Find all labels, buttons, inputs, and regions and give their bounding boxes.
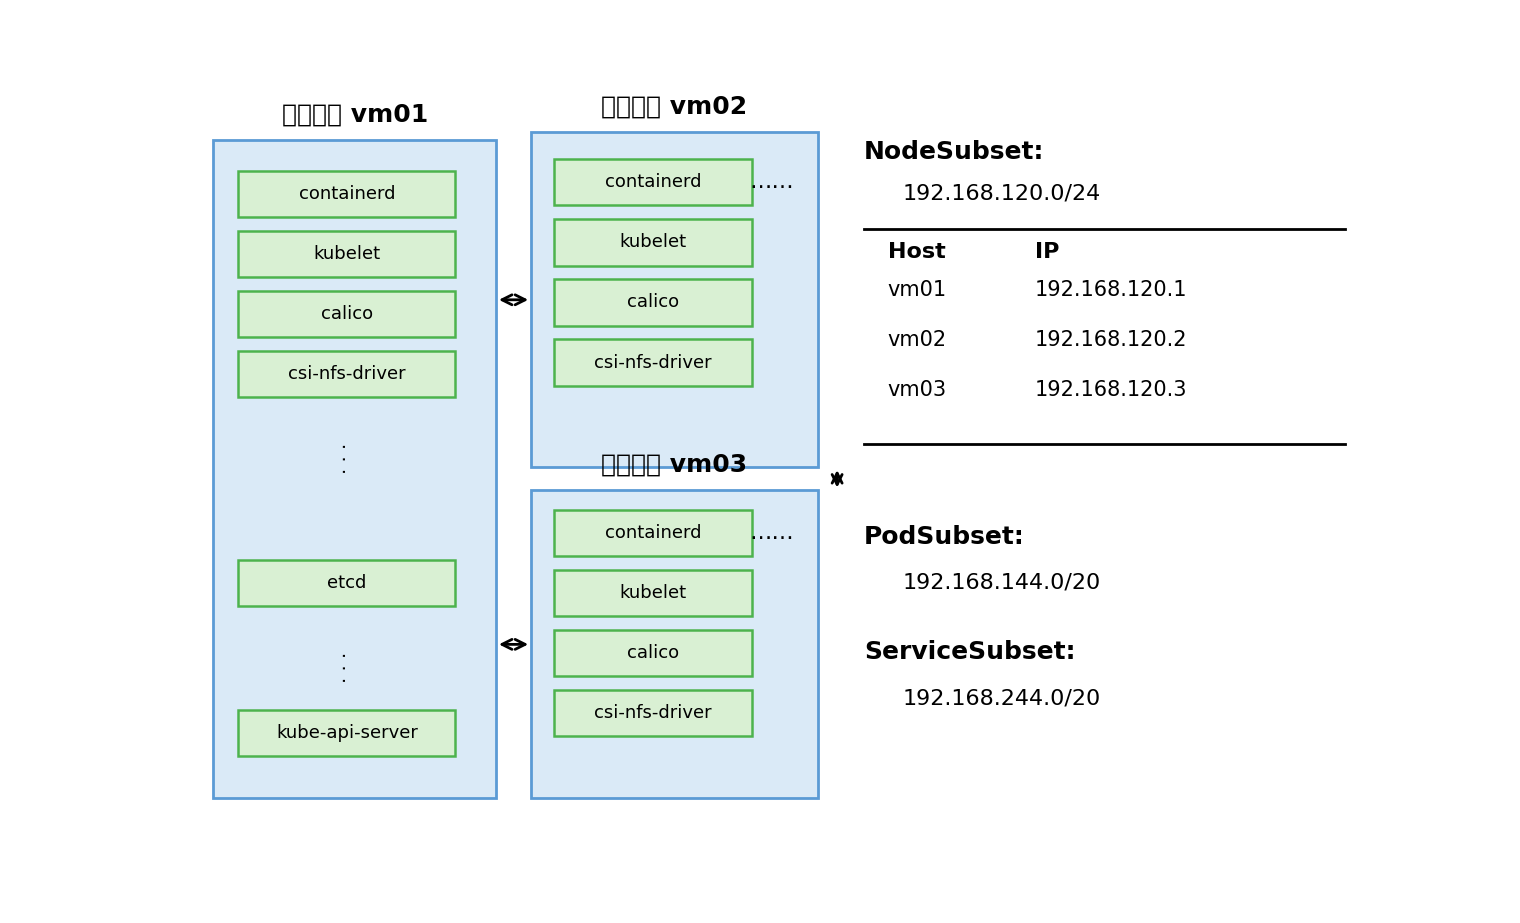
Text: 192.168.244.0/20: 192.168.244.0/20 — [903, 689, 1102, 708]
Text: 192.168.120.3: 192.168.120.3 — [1035, 380, 1187, 401]
Text: ……: …… — [749, 522, 793, 543]
Text: 工作节点 vm03: 工作节点 vm03 — [602, 452, 748, 476]
Text: 控制节点 vm01: 控制节点 vm01 — [281, 102, 427, 126]
Text: 192.168.144.0/20: 192.168.144.0/20 — [903, 573, 1102, 593]
Text: calico: calico — [626, 294, 679, 311]
Bar — [555, 629, 752, 676]
Text: containerd: containerd — [605, 523, 701, 542]
Text: csi-nfs-driver: csi-nfs-driver — [594, 704, 711, 722]
Bar — [555, 220, 752, 266]
Text: · · ·: · · · — [337, 443, 356, 474]
Bar — [530, 132, 818, 467]
Bar — [555, 689, 752, 736]
Bar — [239, 291, 456, 337]
Text: vm01: vm01 — [888, 281, 947, 300]
Text: vm03: vm03 — [888, 380, 947, 401]
Text: ServiceSubset:: ServiceSubset: — [865, 640, 1076, 664]
Text: kubelet: kubelet — [620, 583, 687, 602]
Text: containerd: containerd — [299, 185, 395, 203]
Bar — [239, 559, 456, 605]
Text: PodSubset:: PodSubset: — [865, 524, 1024, 548]
Bar — [555, 509, 752, 556]
Bar — [239, 710, 456, 756]
Text: vm02: vm02 — [888, 330, 947, 350]
Bar — [239, 231, 456, 277]
Text: kubelet: kubelet — [313, 245, 380, 263]
Text: calico: calico — [321, 305, 372, 323]
Bar — [555, 160, 752, 206]
Text: 192.168.120.0/24: 192.168.120.0/24 — [903, 184, 1102, 204]
Text: etcd: etcd — [327, 574, 366, 592]
Bar — [555, 340, 752, 386]
Text: 192.168.120.1: 192.168.120.1 — [1035, 281, 1187, 300]
Text: 192.168.120.2: 192.168.120.2 — [1035, 330, 1187, 350]
Text: IP: IP — [1035, 242, 1059, 261]
Bar — [213, 140, 496, 798]
Bar — [555, 280, 752, 326]
Text: csi-nfs-driver: csi-nfs-driver — [594, 354, 711, 372]
Text: ……: …… — [749, 173, 793, 192]
Text: kube-api-server: kube-api-server — [277, 724, 418, 742]
Text: kubelet: kubelet — [620, 234, 687, 251]
Bar — [239, 351, 456, 397]
Text: 工作节点 vm02: 工作节点 vm02 — [602, 94, 748, 118]
Bar — [239, 171, 456, 217]
Bar — [530, 490, 818, 798]
Text: csi-nfs-driver: csi-nfs-driver — [289, 366, 406, 383]
Bar — [555, 569, 752, 616]
Text: containerd: containerd — [605, 174, 701, 191]
Text: calico: calico — [626, 644, 679, 662]
Text: NodeSubset:: NodeSubset: — [865, 139, 1044, 163]
Text: · · ·: · · · — [337, 652, 356, 683]
Text: Host: Host — [888, 242, 945, 261]
